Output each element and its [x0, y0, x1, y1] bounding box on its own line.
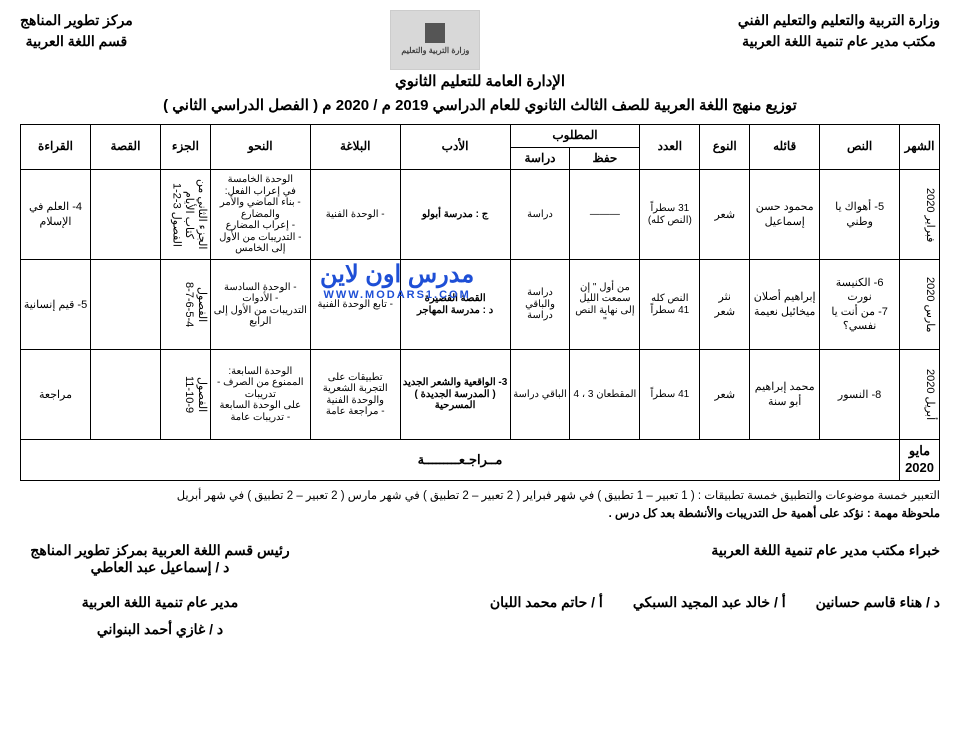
- center-line2: قسم اللغة العربية: [20, 31, 133, 52]
- col-author: قائله: [750, 125, 820, 170]
- col-balagha: البلاغة: [310, 125, 400, 170]
- expert-2: أ / خالد عبد المجيد السبكي: [633, 594, 786, 638]
- col-type: النوع: [700, 125, 750, 170]
- logo-block: وزارة التربية والتعليم: [390, 10, 480, 70]
- cell-text: 6- الكنيسة نورت7- من أنت يا نفسي؟: [820, 260, 900, 350]
- notes-line1: التعبير خمسة موضوعات والتطبيق خمسة تطبيق…: [20, 487, 940, 505]
- review-month: مايو 2020: [900, 440, 940, 481]
- cell-author: محمود حسن إسماعيل: [750, 170, 820, 260]
- title-main: توزيع منهج اللغة العربية للصف الثالث الث…: [322, 97, 797, 114]
- cell-count: 41 سطراً: [640, 350, 700, 440]
- cell-balagha: - تابع الوحدة الفنية: [310, 260, 400, 350]
- col-adab: الأدب: [400, 125, 510, 170]
- cell-qissa: [91, 350, 161, 440]
- cell-month: مارس 2020: [900, 260, 940, 350]
- col-count: العدد: [640, 125, 700, 170]
- ministry-line1: وزارة التربية والتعليم والتعليم الفني: [738, 10, 940, 31]
- col-month: الشهر: [900, 125, 940, 170]
- center-line1: مركز تطوير المناهج: [20, 10, 133, 31]
- ministry-line2: مكتب مدير عام تنمية اللغة العربية: [738, 31, 940, 52]
- cell-text: 5- أهواك يا وطني: [820, 170, 900, 260]
- cell-qissa: [91, 170, 161, 260]
- notes-text: نؤكد على أهمية حل التدريبات والأنشطة بعد…: [609, 508, 864, 520]
- table-row: فبراير 20205- أهواك يا وطنيمحمود حسن إسم…: [21, 170, 940, 260]
- cell-nahw: الوحدة السابعة:الممنوع من الصرف - تدريبا…: [210, 350, 310, 440]
- col-required: المطلوب: [510, 125, 640, 148]
- header-row-1: الشهر النص قائله النوع العدد المطلوب الأ…: [21, 125, 940, 148]
- notes-block: التعبير خمسة موضوعات والتطبيق خمسة تطبيق…: [20, 487, 940, 524]
- cell-hifz: ———: [570, 170, 640, 260]
- cell-type: شعر: [700, 170, 750, 260]
- cell-count: 31 سطراً (النص كله): [640, 170, 700, 260]
- curriculum-table: الشهر النص قائله النوع العدد المطلوب الأ…: [20, 124, 940, 481]
- cell-juz: الجزء الثاني من كتاب الأيامالفصول 3-2-1: [160, 170, 210, 260]
- cell-juz: الفصول8-7-6-5-4: [160, 260, 210, 350]
- cell-author: إبراهيم أصلانميخائيل نعيمة: [750, 260, 820, 350]
- cell-month: فبراير 2020: [900, 170, 940, 260]
- header-row: وزارة التربية والتعليم والتعليم الفني مك…: [20, 10, 940, 70]
- administration-line: الإدارة العامة للتعليم الثانوي: [20, 72, 940, 90]
- col-hifz: حفظ: [570, 147, 640, 170]
- cell-nahw: الوحدة الخامسةفي إعراب الفعل:- بناء الما…: [210, 170, 310, 260]
- col-juz: الجزء: [160, 125, 210, 170]
- expert-3: أ / حاتم محمد اللبان: [490, 594, 603, 638]
- cell-adab: ج : مدرسة أبولو: [400, 170, 510, 260]
- cell-hifz: من أول " إن سمعت الليل إلى نهاية النص ": [570, 260, 640, 350]
- col-qiraa: القراءة: [21, 125, 91, 170]
- cell-dirasa: الباقي دراسة: [510, 350, 570, 440]
- table-row: مارس 20206- الكنيسة نورت7- من أنت يا نفس…: [21, 260, 940, 350]
- experts-names: د / هناء قاسم حسانين أ / خالد عبد المجيد…: [490, 594, 940, 638]
- cell-type: شعر: [700, 350, 750, 440]
- cell-month: أبريل 2020: [900, 350, 940, 440]
- ministry-block: وزارة التربية والتعليم والتعليم الفني مك…: [738, 10, 940, 52]
- cell-qissa: [91, 260, 161, 350]
- head-title: رئيس قسم اللغة العربية بمركز تطوير المنا…: [20, 542, 300, 559]
- cell-author: محمد إبراهيم أبو سنة: [750, 350, 820, 440]
- review-text: مــراجـعـــــــــة: [21, 440, 900, 481]
- cell-balagha: تطبيقات على التجربة الشعرية والوحدة الفن…: [310, 350, 400, 440]
- emblem-icon: وزارة التربية والتعليم: [390, 10, 480, 70]
- cell-qiraa: 4- العلم في الإسلام: [21, 170, 91, 260]
- title-semester: ( الفصل الدراسي الثاني ): [163, 97, 318, 114]
- cell-text: 8- النسور: [820, 350, 900, 440]
- cell-dirasa: دراسةوالباقي دراسة: [510, 260, 570, 350]
- expert-1: د / هناء قاسم حسانين: [816, 594, 940, 638]
- cell-qiraa: 5- قيم إنسانية: [21, 260, 91, 350]
- cell-adab: 3- الواقعية والشعر الجديد( المدرسة الجدي…: [400, 350, 510, 440]
- cell-balagha: - الوحدة الفنية: [310, 170, 400, 260]
- cell-hifz: المقطعان 3 ، 4: [570, 350, 640, 440]
- cell-juz: الفصول11-10-9: [160, 350, 210, 440]
- col-text: النص: [820, 125, 900, 170]
- table-row: أبريل 20208- النسورمحمد إبراهيم أبو سنةش…: [21, 350, 940, 440]
- signatures: خبراء مكتب مدير عام تنمية اللغة العربية …: [20, 542, 940, 638]
- experts-title: خبراء مكتب مدير عام تنمية اللغة العربية: [711, 542, 940, 576]
- col-dirasa: دراسة: [510, 147, 570, 170]
- director-title: مدير عام تنمية اللغة العربية: [20, 594, 300, 611]
- cell-adab: القصة القصيرةد : مدرسة المهاجر: [400, 260, 510, 350]
- notes-label: ملحوظة مهمة :: [867, 508, 940, 520]
- cell-type: نثرشعر: [700, 260, 750, 350]
- document-title: توزيع منهج اللغة العربية للصف الثالث الث…: [20, 96, 940, 114]
- cell-qiraa: مراجعة: [21, 350, 91, 440]
- center-block: مركز تطوير المناهج قسم اللغة العربية: [20, 10, 133, 52]
- cell-dirasa: دراسة: [510, 170, 570, 260]
- head-name: د / إسماعيل عبد العاطي: [20, 559, 300, 576]
- col-qissa: القصة: [91, 125, 161, 170]
- cell-nahw: - الوحدة السادسة- الأدواتالتدريبات من ال…: [210, 260, 310, 350]
- review-row: مايو 2020مــراجـعـــــــــة: [21, 440, 940, 481]
- director-name: د / غازي أحمد البنواني: [20, 621, 300, 638]
- cell-count: النص كله41 سطراً: [640, 260, 700, 350]
- col-nahw: النحو: [210, 125, 310, 170]
